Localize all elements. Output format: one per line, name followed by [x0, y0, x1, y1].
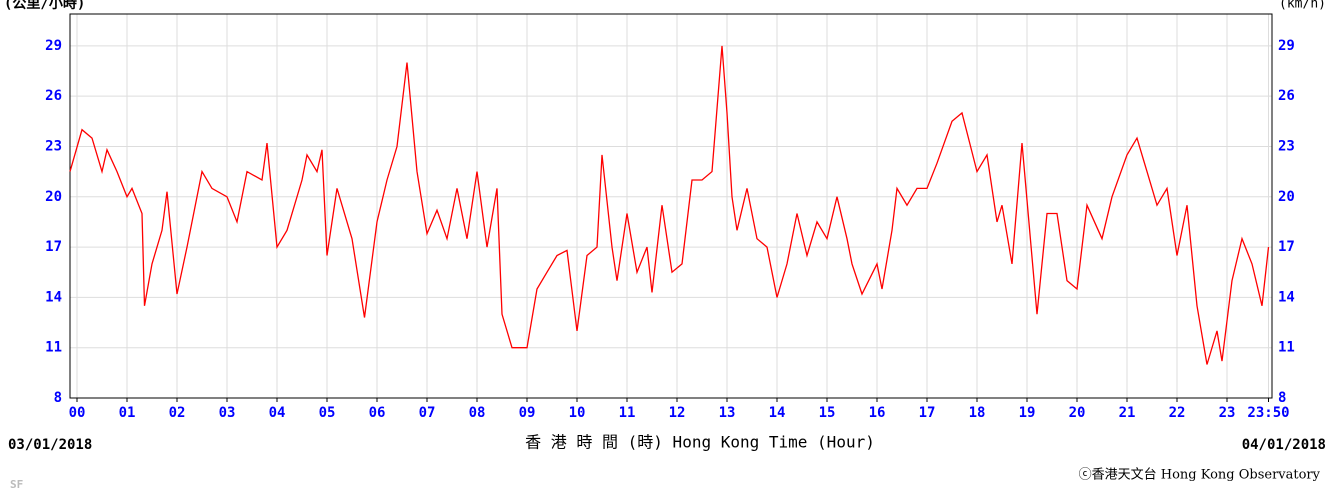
x-tick-label: 23: [1219, 405, 1236, 421]
y-tick-label-right: 23: [1278, 138, 1295, 154]
x-tick-label: 08: [469, 405, 486, 421]
y-tick-label-right: 14: [1278, 289, 1295, 305]
x-tick-label: 23:50: [1247, 405, 1289, 421]
y-tick-label: 14: [45, 289, 62, 305]
x-tick-label: 14: [769, 405, 786, 421]
corner-mark: SF: [10, 478, 23, 491]
y-tick-label-right: 29: [1278, 38, 1295, 54]
y-tick-label: 11: [45, 340, 62, 356]
x-tick-label: 17: [919, 405, 936, 421]
y-tick-label-right: 26: [1278, 88, 1295, 104]
x-tick-label: 07: [419, 405, 436, 421]
start-date: 03/01/2018: [8, 437, 92, 453]
x-tick-label: 10: [569, 405, 586, 421]
x-tick-label: 22: [1169, 405, 1186, 421]
x-tick-label: 13: [719, 405, 736, 421]
y-tick-label: 23: [45, 138, 62, 154]
x-tick-label: 19: [1019, 405, 1036, 421]
x-tick-label: 04: [269, 405, 286, 421]
x-axis-label: 香 港 時 間 (時) Hong Kong Time (Hour): [525, 433, 875, 452]
series-line: [69, 45, 1270, 365]
y-tick-label-right: 8: [1278, 390, 1286, 406]
y-unit-left: (公里/小時): [4, 0, 85, 12]
end-date: 04/01/2018: [1242, 437, 1326, 453]
x-tick-label: 05: [319, 405, 336, 421]
y-tick-label: 26: [45, 88, 62, 104]
y-tick-label-right: 17: [1278, 239, 1295, 255]
x-tick-label: 12: [669, 405, 686, 421]
x-tick-label: 01: [119, 405, 136, 421]
x-tick-label: 16: [869, 405, 886, 421]
y-tick-label: 20: [45, 189, 62, 205]
x-tick-label: 03: [219, 405, 236, 421]
x-tick-label: 18: [969, 405, 986, 421]
y-tick-label-right: 20: [1278, 189, 1295, 205]
x-tick-label: 15: [819, 405, 836, 421]
x-tick-label: 06: [369, 405, 386, 421]
y-unit-right: (km/h): [1279, 0, 1326, 12]
x-tick-label: 02: [169, 405, 186, 421]
credit: ⓒ香港天文台 Hong Kong Observatory: [1079, 468, 1321, 483]
plot-frame: [69, 13, 1273, 399]
x-tick-label: 00: [69, 405, 86, 421]
x-tick-label: 21: [1119, 405, 1136, 421]
x-tick-label: 09: [519, 405, 536, 421]
y-tick-label: 8: [54, 390, 62, 406]
y-tick-label-right: 11: [1278, 340, 1295, 356]
y-tick-label: 17: [45, 239, 62, 255]
y-tick-label: 29: [45, 38, 62, 54]
x-tick-label: 20: [1069, 405, 1086, 421]
x-tick-label: 11: [619, 405, 636, 421]
